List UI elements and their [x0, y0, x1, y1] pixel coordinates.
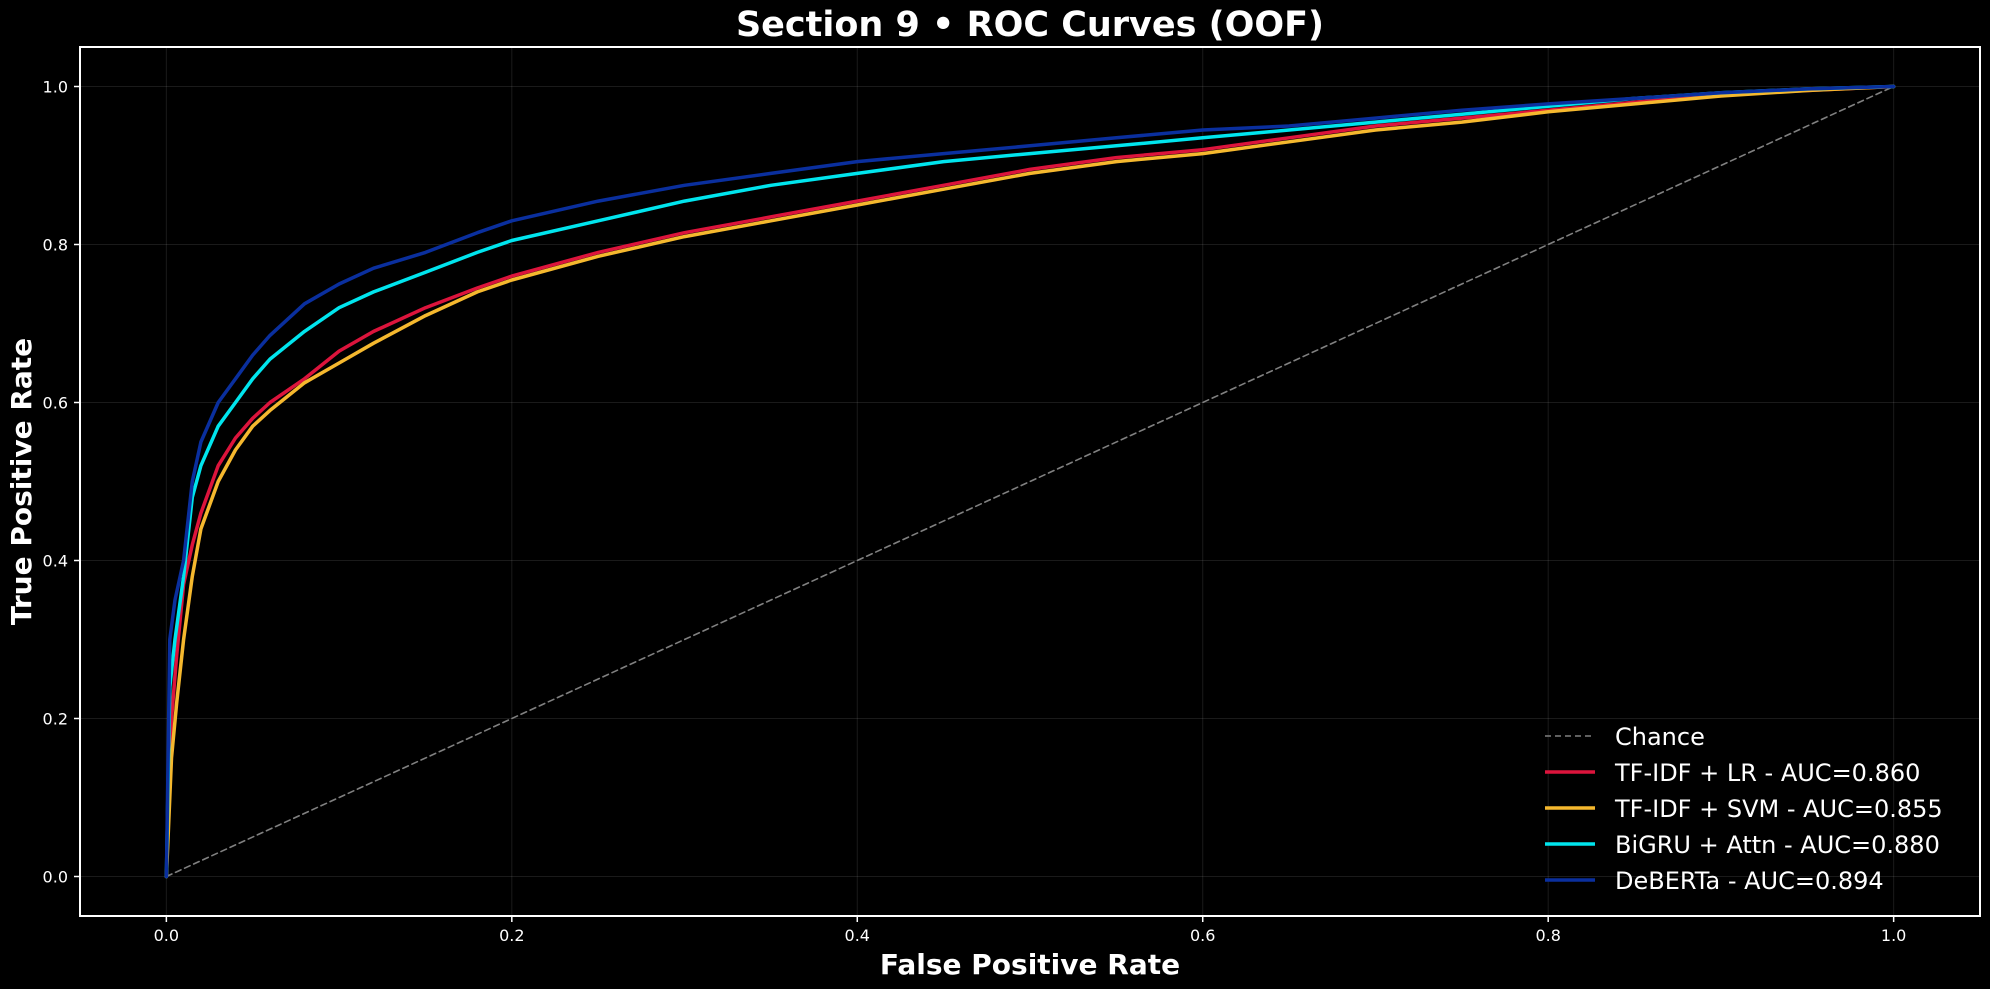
x-tick-label: 0.4 — [845, 926, 870, 945]
legend-label: BiGRU + Attn - AUC=0.880 — [1615, 831, 1940, 859]
series-line-2 — [164, 84, 1896, 879]
y-tick-label: 0.8 — [43, 236, 68, 255]
y-tick-label: 1.0 — [43, 78, 68, 97]
series-lines — [164, 84, 1896, 879]
series-line-3 — [164, 84, 1896, 879]
x-axis-label: False Positive Rate — [880, 948, 1180, 981]
x-tick-label: 0.8 — [1535, 926, 1560, 945]
legend-label: DeBERTa - AUC=0.894 — [1615, 867, 1884, 895]
y-tick-label: 0.0 — [43, 868, 68, 887]
y-tick-label: 0.2 — [43, 710, 68, 729]
plot-frame — [79, 46, 1981, 917]
legend-label: Chance — [1615, 723, 1705, 751]
series-line-4 — [164, 84, 1896, 879]
y-axis-label: True Positive Rate — [5, 338, 38, 625]
y-tick-label: 0.6 — [43, 394, 68, 413]
legend-label: TF-IDF + SVM - AUC=0.855 — [1614, 795, 1943, 823]
series-line-1 — [164, 84, 1896, 879]
y-tick-label: 0.4 — [43, 552, 68, 571]
x-tick-label: 0.0 — [154, 926, 179, 945]
legend-label: TF-IDF + LR - AUC=0.860 — [1614, 759, 1920, 787]
x-tick-label: 0.2 — [499, 926, 524, 945]
legend: Chance TF-IDF + LR - AUC=0.860 TF-IDF + SV… — [1545, 723, 1943, 895]
x-tick-label: 0.6 — [1190, 926, 1215, 945]
grid — [80, 47, 1980, 916]
x-tick-label: 1.0 — [1881, 926, 1906, 945]
chart-title: Section 9 • ROC Curves (OOF) — [736, 5, 1324, 45]
series-line-0 — [165, 85, 1895, 878]
axis-ticks: 0.0 0.2 0.4 0.6 0.8 1.0 0.0 0.2 0.4 0.6 0.8 1.0 — [43, 78, 1907, 946]
